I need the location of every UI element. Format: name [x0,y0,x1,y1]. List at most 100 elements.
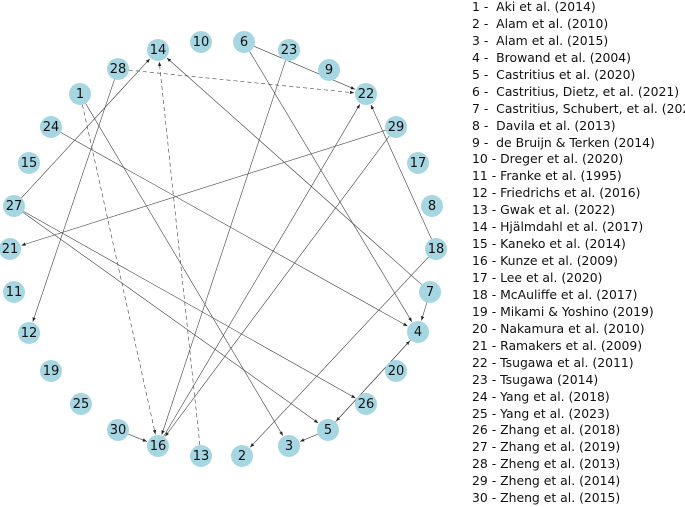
node-14: 14 [147,39,169,61]
legend-entry: 14 - Hjälmdahl et al. (2017) [472,219,644,235]
node-10: 10 [190,31,212,53]
legend-entry: 5 - Castritius et al. (2020) [472,66,636,82]
node-label: 11 [6,285,23,300]
node-label: 8 [428,199,436,214]
node-9: 9 [318,59,340,81]
legend-entry: 3 - Alam et al. (2015) [472,32,609,48]
node-label: 13 [193,449,210,464]
edge-6-to-22 [254,46,356,90]
node-circle [18,322,40,344]
node-label: 2 [238,449,246,464]
node-circle [419,281,441,303]
legend-entry: 11 - Franke et al. (1995) [472,168,622,184]
legend-entry: 7 - Castritius, Schubert, et al. (2021) [472,100,685,116]
node-label: 28 [110,62,127,77]
node-label: 30 [110,423,127,438]
legend-entry: 13 - Gwak et al. (2022) [472,202,616,218]
node-25: 25 [70,393,92,415]
node-12: 12 [18,322,40,344]
node-1: 1 [69,83,91,105]
legend-entry: 26 - Zhang et al. (2018) [472,422,621,438]
node-19: 19 [40,360,62,382]
node-circle [421,195,443,217]
node-label: 3 [285,439,293,454]
edge-7-to-14 [166,57,422,285]
edge-6-to-4 [249,51,413,322]
node-30: 30 [107,419,129,441]
edge-23-to-16 [161,60,286,435]
node-label: 5 [324,423,332,438]
edge-29-to-21 [21,130,386,246]
legend-entry: 17 - Lee et al. (2020) [472,270,603,285]
legend-entry: 4 - Browand et al. (2004) [472,49,631,65]
legend-entry: 30 - Zheng et al. (2015) [472,490,621,506]
edge-1-to-16 [82,104,157,435]
node-4: 4 [407,321,429,343]
edge-24-to-4 [60,132,408,327]
legend-entry: 8 - Davila et al. (2013) [472,117,616,133]
node-label: 7 [426,285,434,300]
node-circle [69,83,91,105]
node-circle [318,59,340,81]
legend-entry: 2 - Alam et al. (2010) [472,15,609,31]
edge-16-to-22 [163,104,361,437]
legend-entry: 28 - Zheng et al. (2013) [472,456,621,472]
node-circle [355,83,377,105]
edge-7-to-4 [421,302,428,321]
node-circle [407,152,429,174]
edge-30-to-16 [128,433,147,442]
node-circle [385,360,407,382]
node-6: 6 [233,31,255,53]
node-label: 27 [6,199,23,214]
node-16: 16 [147,435,169,457]
legend: 1 - Aki et al. (2014) 2 - Alam et al. (20… [472,0,685,507]
node-11: 11 [3,281,25,303]
node-22: 22 [355,83,377,105]
edge-18-to-2 [249,256,429,448]
legend-entry: 22 - Tsugawa et al. (2011) [472,354,634,370]
node-circle [70,393,92,415]
node-26: 26 [355,393,377,415]
legend-entry: 19 - Mikami & Yoshino (2019) [472,303,654,319]
node-circle [18,152,40,174]
node-circle [385,116,407,138]
node-5: 5 [317,419,339,441]
node-17: 17 [407,152,429,174]
node-21: 21 [0,238,21,260]
legend-entry: 15 - Kaneko et al. (2014) [472,236,626,252]
node-label: 4 [414,325,422,340]
node-label: 23 [281,43,298,58]
node-label: 14 [150,43,167,58]
node-circle [190,31,212,53]
node-circle [107,58,129,80]
node-label: 17 [410,156,427,171]
node-7: 7 [419,281,441,303]
node-circle [147,39,169,61]
node-13: 13 [190,445,212,467]
node-label: 12 [21,326,38,341]
node-circle [107,419,129,441]
node-label: 15 [21,156,38,171]
node-24: 24 [40,116,62,138]
edge-1-to-3 [85,103,284,436]
node-15: 15 [18,152,40,174]
node-circle [40,116,62,138]
edge-27-to-26 [23,211,356,399]
node-circle [3,195,25,217]
node-circle [355,393,377,415]
legend-entry: 16 - Kunze et al. (2009) [472,253,618,269]
legend-entry: 24 - Yang et al. (2018) [472,388,610,404]
node-circle [231,445,253,467]
node-23: 23 [278,39,300,61]
legend-entry: 20 - Nakamura et al. (2010) [472,320,645,336]
legend-entry: 29 - Zheng et al. (2014) [472,473,621,489]
node-circle [190,445,212,467]
legend-entry: 23 - Tsugawa (2014) [472,371,599,387]
legend-entry: 27 - Zhang et al. (2019) [472,439,621,455]
node-label: 16 [150,439,167,454]
node-20: 20 [385,360,407,382]
node-18: 18 [425,238,447,260]
edge-27-to-5 [22,212,319,424]
node-circle [147,435,169,457]
